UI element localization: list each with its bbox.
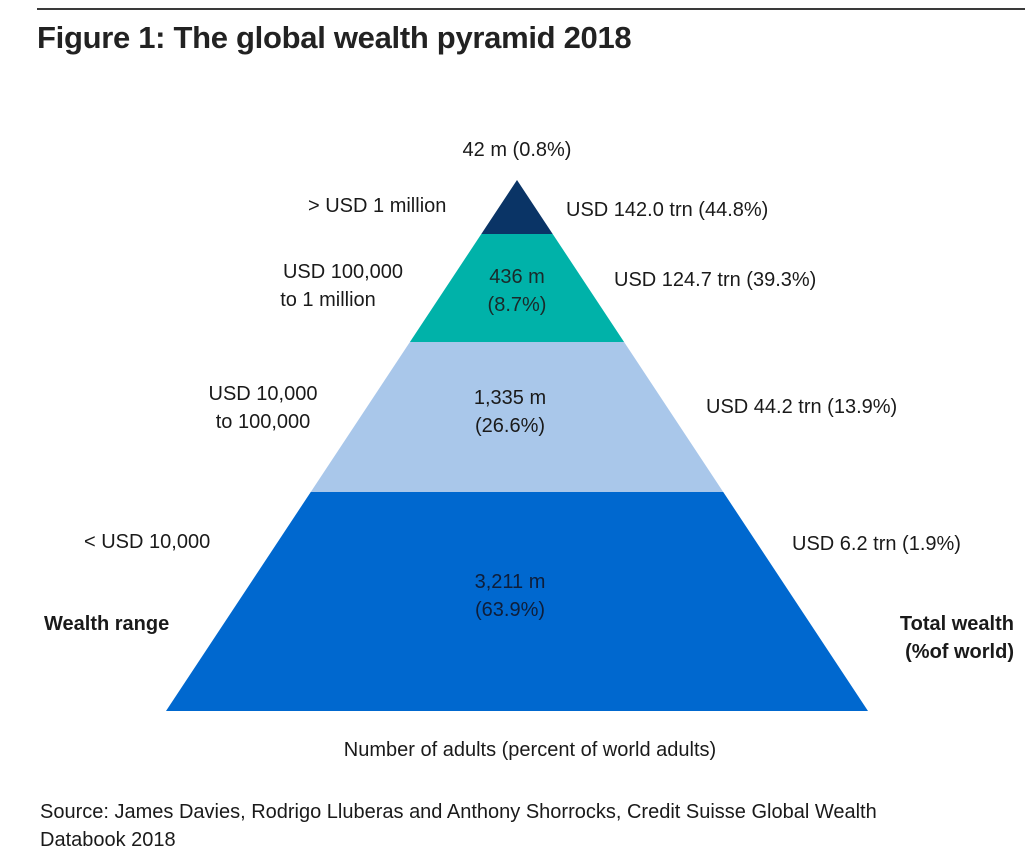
adults-upper-line2: (8.7%) <box>487 294 547 316</box>
total-wealth-label-top: USD 142.0 trn (44.8%) <box>566 199 769 221</box>
adults-base-line2: (63.9%) <box>474 599 546 621</box>
adults-upper-line1: 436 m <box>489 266 545 288</box>
total-wealth-label-upper: USD 124.7 trn (39.3%) <box>614 269 817 291</box>
pyramid-tier-upper <box>409 234 625 342</box>
wealth-range-axis-label: Wealth range <box>44 613 170 635</box>
adults-middle-line1: 1,335 m <box>473 387 547 409</box>
figure-title: Figure 1: The global wealth pyramid 2018 <box>37 20 632 55</box>
adults-base-line1: 3,211 m <box>474 571 546 593</box>
adults-label-middle: 1,335 m (26.6%) <box>430 384 590 440</box>
adults-label-base: 3,211 m (63.9%) <box>430 568 590 624</box>
source-note: Source: James Davies, Rodrigo Lluberas a… <box>40 798 877 854</box>
total-wealth-axis-line2: (%of world) <box>905 641 1014 663</box>
pyramid-tier-base <box>166 492 868 711</box>
wealth-range-label-middle: USD 10,000 to 100,000 <box>178 380 348 436</box>
pyramid-tier-top <box>481 180 553 234</box>
total-wealth-label-base: USD 6.2 trn (1.9%) <box>792 533 961 555</box>
adults-middle-line2: (26.6%) <box>474 415 546 437</box>
source-line-2: Databook 2018 <box>40 829 176 851</box>
adults-label-upper: 436 m (8.7%) <box>437 263 597 319</box>
wealth-range-middle-line1: USD 10,000 <box>208 383 318 405</box>
wealth-range-upper-line2: to 1 million <box>280 289 376 311</box>
total-wealth-axis-label: Total wealth (%of world) <box>884 610 1014 666</box>
pyramid-tier-middle <box>310 342 724 492</box>
wealth-range-middle-line2: to 100,000 <box>215 411 311 433</box>
wealth-range-label-top: > USD 1 million <box>308 195 447 217</box>
adults-label-top: 42 m (0.8%) <box>462 139 572 161</box>
wealth-range-label-base: < USD 10,000 <box>84 531 211 553</box>
top-rule <box>37 8 1025 10</box>
adults-axis-label: Number of adults (percent of world adult… <box>343 739 717 761</box>
wealth-range-label-upper: USD 100,000 to 1 million <box>248 258 438 314</box>
source-line-1: Source: James Davies, Rodrigo Lluberas a… <box>40 801 877 823</box>
wealth-range-upper-line1: USD 100,000 <box>282 261 404 283</box>
total-wealth-axis-line1: Total wealth <box>899 613 1014 635</box>
total-wealth-label-middle: USD 44.2 trn (13.9%) <box>706 396 898 418</box>
